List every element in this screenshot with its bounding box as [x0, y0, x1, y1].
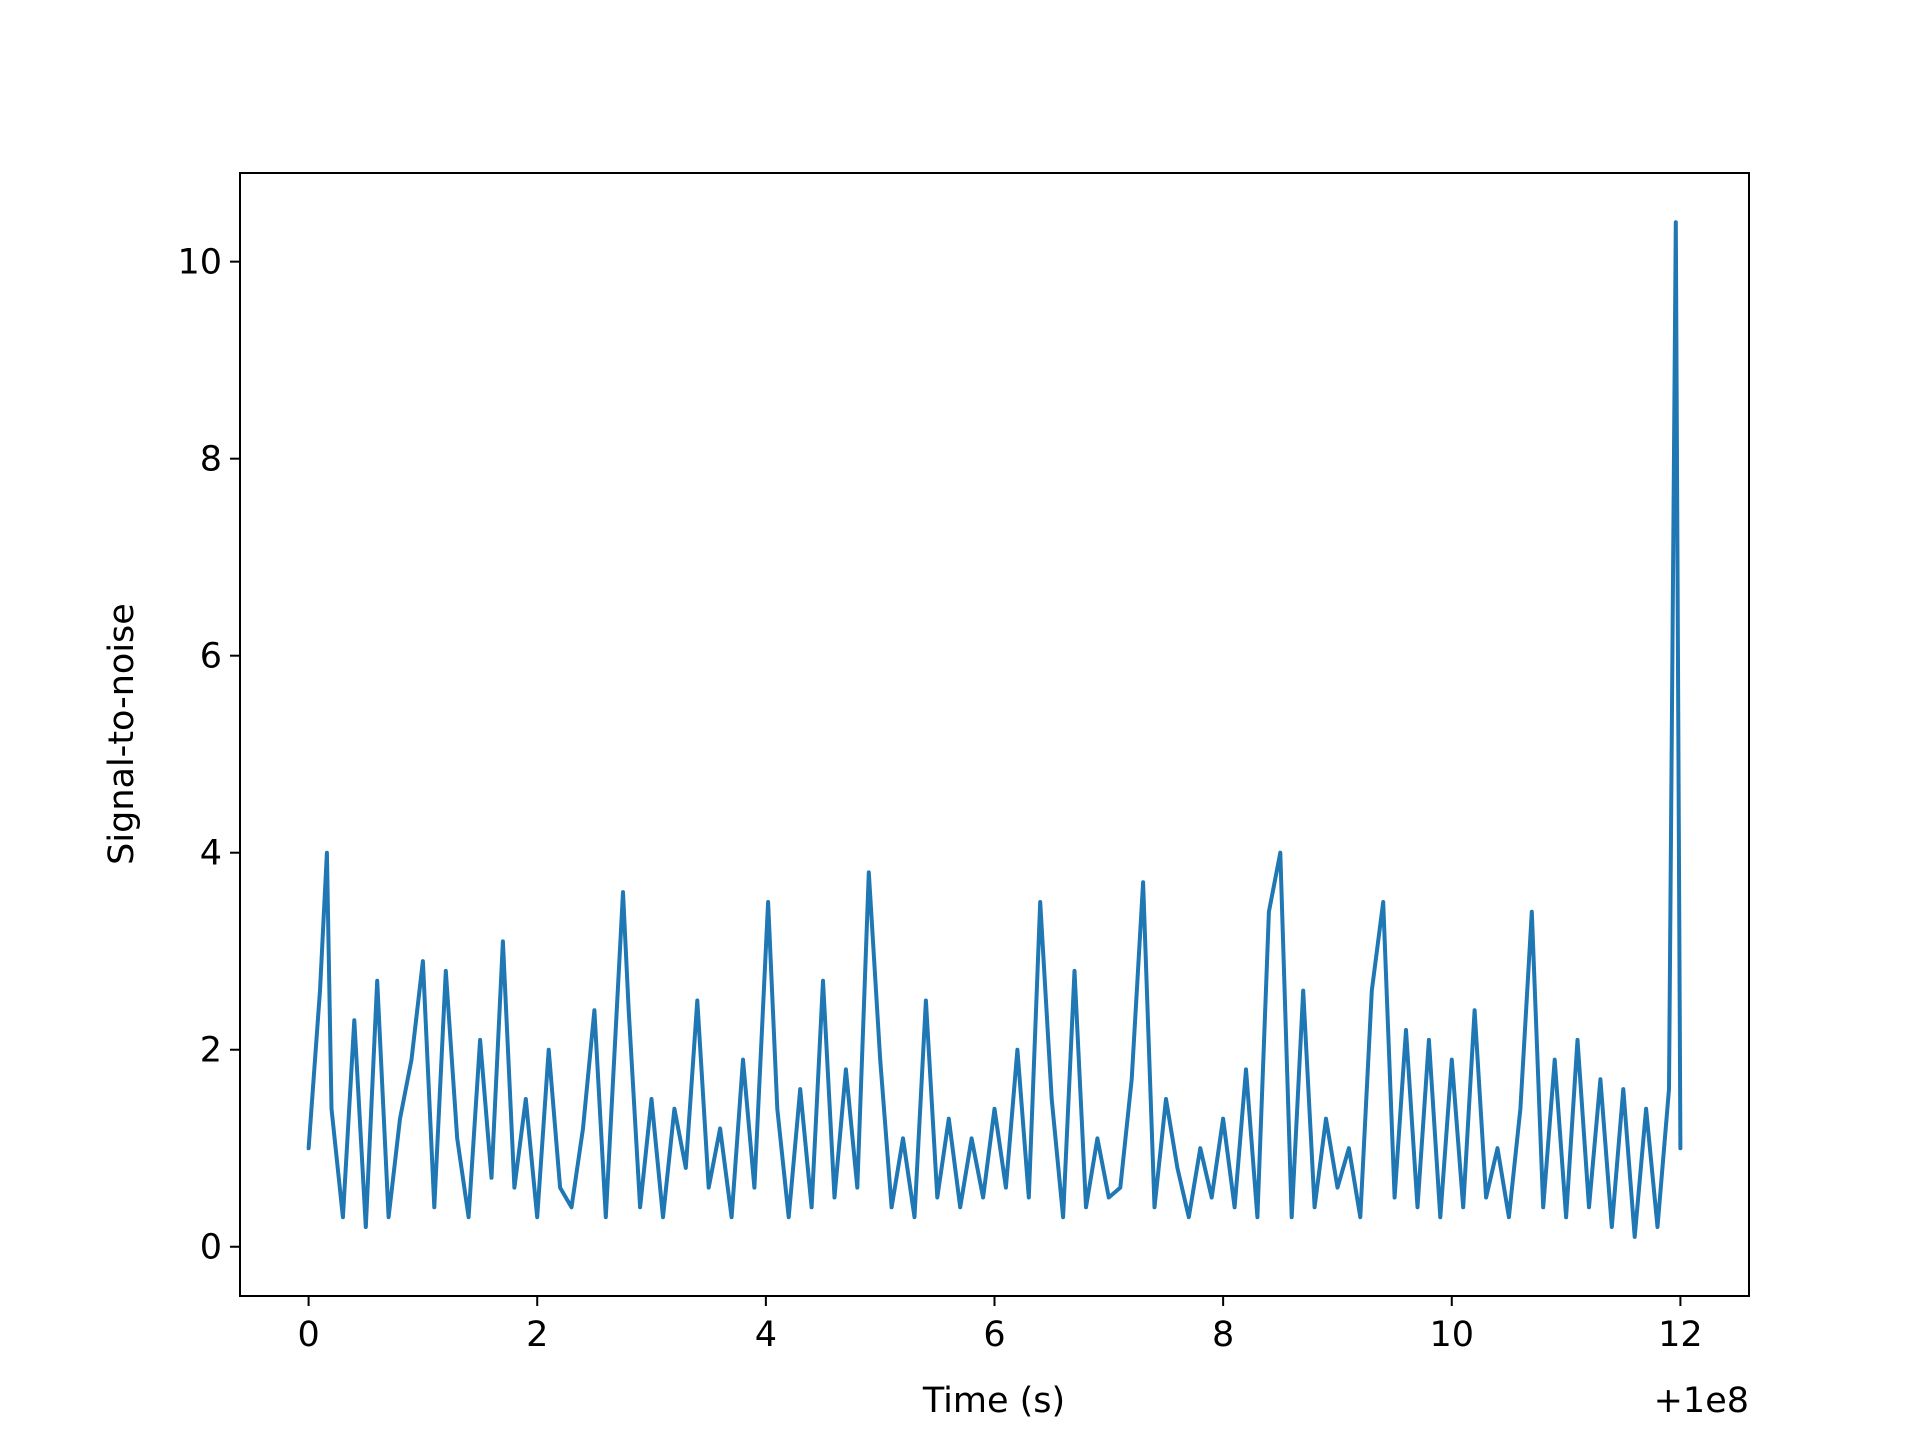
x-tick-label: 12 — [1658, 1315, 1703, 1355]
series-layer — [306, 220, 1683, 1239]
x-tick-label: 10 — [1429, 1315, 1474, 1355]
x-tick-label: 2 — [526, 1315, 548, 1355]
y-tick-label: 0 — [200, 1228, 222, 1268]
x-tick-label: 8 — [1212, 1315, 1234, 1355]
plot-area — [240, 173, 1749, 1296]
y-tick-label: 2 — [200, 1031, 222, 1071]
y-tick-label: 10 — [177, 243, 222, 283]
x-tick-label: 4 — [755, 1315, 777, 1355]
x-tick-label: 0 — [297, 1315, 319, 1355]
y-tick-label: 4 — [200, 834, 222, 874]
x-offset-label: +1e8 — [1654, 1381, 1749, 1421]
y-tick-label: 8 — [200, 440, 222, 480]
ticks-layer: 0 2 4 6 8 10 12 0 2 4 6 8 10 — [177, 243, 1702, 1355]
plot-frame — [239, 172, 1750, 1297]
x-axis-label: Time (s) — [922, 1381, 1065, 1421]
snr-series-line — [306, 220, 1683, 1239]
y-tick-label: 6 — [200, 637, 222, 677]
y-axis-label: Signal-to-noise — [102, 603, 142, 865]
x-tick-label: 6 — [983, 1315, 1005, 1355]
